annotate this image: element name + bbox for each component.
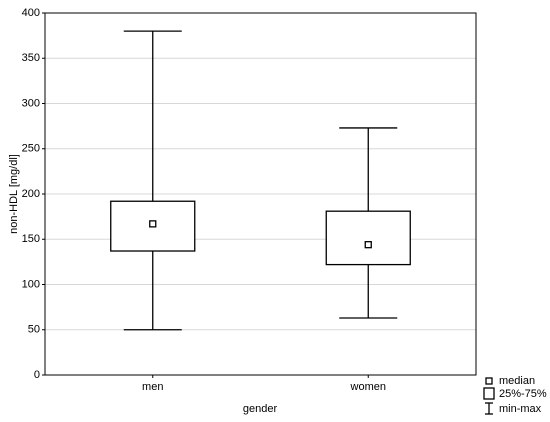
y-tick-label: 0 bbox=[34, 369, 40, 381]
legend-label: min-max bbox=[499, 403, 542, 415]
y-tick-label: 150 bbox=[22, 233, 40, 245]
box bbox=[325, 210, 411, 266]
y-axis-label: non-HDL [mg/dl] bbox=[8, 154, 20, 234]
x-tick-label: men bbox=[142, 381, 163, 393]
y-tick-label: 300 bbox=[22, 97, 40, 109]
x-axis-label: gender bbox=[243, 403, 278, 415]
plot-frame bbox=[44, 12, 477, 376]
median-marker bbox=[149, 220, 157, 228]
legend-label: median bbox=[499, 375, 535, 387]
legend-label: 25%-75% bbox=[499, 388, 547, 400]
legend-box-icon bbox=[483, 387, 495, 400]
y-tick-label: 400 bbox=[22, 7, 40, 19]
y-tick-label: 250 bbox=[22, 143, 40, 155]
y-tick-label: 350 bbox=[22, 52, 40, 64]
y-tick-label: 200 bbox=[22, 188, 40, 200]
median-marker bbox=[364, 241, 372, 249]
y-tick-label: 100 bbox=[22, 278, 40, 290]
legend-median-icon bbox=[485, 377, 493, 385]
x-tick-label: women bbox=[350, 381, 386, 393]
y-tick-label: 50 bbox=[28, 324, 40, 336]
